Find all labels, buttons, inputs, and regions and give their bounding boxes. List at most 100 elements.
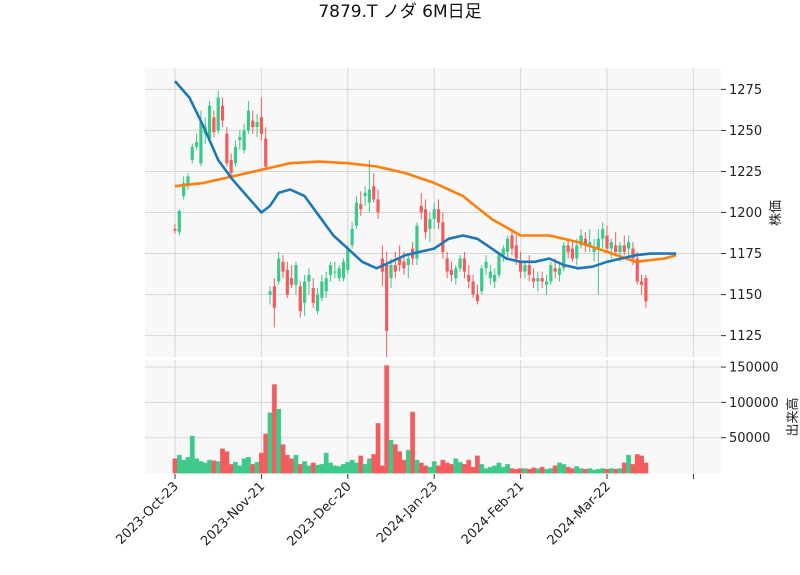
volume-bar	[315, 464, 321, 474]
candle-body	[190, 146, 194, 160]
volume-bar	[617, 468, 623, 474]
candle-body	[333, 271, 337, 273]
candle-body	[618, 245, 622, 252]
volume-bar	[561, 464, 567, 474]
volume-bar	[328, 462, 333, 474]
volume-bar	[509, 468, 515, 474]
ma-blue-line	[174, 80, 677, 270]
candle-body	[605, 235, 609, 249]
candle-body	[419, 205, 423, 213]
date-tick-label: 2023-Oct-23	[113, 479, 181, 547]
candle-body	[432, 209, 436, 220]
volume-bar	[379, 465, 385, 474]
candle-body	[445, 258, 449, 272]
price-tick-label: 1125	[729, 329, 762, 344]
candle-body	[398, 258, 402, 266]
volume-bar	[427, 466, 433, 474]
volume-bar	[241, 458, 247, 474]
candle-body	[475, 294, 479, 302]
candle-body	[389, 265, 393, 279]
volume-bar	[384, 365, 390, 474]
volume-bar	[237, 465, 243, 474]
volume-bar	[202, 462, 208, 474]
candle-body	[480, 268, 484, 292]
volume-bar	[293, 454, 299, 474]
candle-body	[307, 274, 311, 282]
candle-body	[644, 278, 648, 302]
volume-bar	[211, 460, 217, 474]
candle-body	[294, 265, 298, 285]
candle-body	[186, 176, 190, 187]
volume-bar	[371, 454, 377, 474]
moving-averages	[174, 80, 677, 270]
candle-body	[553, 268, 557, 272]
candle-body	[635, 258, 639, 282]
volume-bar	[643, 462, 649, 474]
volume-bar	[323, 452, 329, 474]
volume-bar	[176, 454, 182, 474]
candle-body	[510, 235, 514, 249]
volume-bar	[263, 433, 269, 474]
candle-body	[346, 248, 350, 270]
candle-body	[268, 291, 272, 295]
candle-body	[220, 105, 225, 121]
volume-bar	[436, 465, 441, 474]
date-tick-label: 2023-Nov-21	[198, 479, 268, 549]
candle-body	[609, 242, 613, 249]
volume-bar	[181, 459, 187, 474]
candle-body	[376, 199, 380, 213]
volume-bar	[600, 468, 606, 474]
volume-bar	[345, 461, 351, 474]
volume-bar	[505, 464, 511, 474]
volume-bar	[513, 468, 519, 474]
price-tick-label: 1200	[729, 206, 762, 221]
candle-body	[212, 117, 216, 133]
candle-body	[406, 258, 410, 266]
volume-bar	[366, 458, 372, 474]
candle-body	[229, 159, 233, 174]
volume-bar	[414, 459, 420, 474]
candle-body	[514, 245, 518, 259]
candle-body	[277, 258, 281, 282]
volume-axis-label: 出来高	[785, 397, 800, 436]
candle-body	[557, 268, 562, 275]
candle-body	[303, 281, 307, 303]
price-tick-label: 1225	[729, 165, 762, 180]
candle-body	[536, 278, 540, 282]
volume-bar	[591, 469, 597, 474]
candle-body	[199, 122, 203, 164]
candle-body	[583, 238, 587, 246]
price-tick-label: 1275	[729, 83, 762, 98]
volume-bar	[613, 468, 619, 474]
candle-body	[639, 281, 644, 285]
volume-bar	[401, 459, 407, 474]
candle-body	[251, 120, 255, 128]
volume-bar	[280, 444, 286, 474]
candle-body	[627, 242, 631, 249]
volume-bar	[626, 454, 632, 474]
candle-body	[285, 269, 289, 295]
volume-bar	[595, 468, 601, 474]
volume-bar	[233, 461, 238, 474]
candle-body	[596, 238, 600, 249]
date-tick-label: 2024-Jan-23	[374, 479, 441, 546]
candle-body	[458, 258, 462, 269]
candle-body	[506, 238, 510, 252]
candle-body	[281, 261, 285, 272]
volume-bar	[397, 451, 403, 474]
candle-body	[195, 141, 199, 147]
candle-body	[531, 278, 536, 282]
candle-body	[385, 265, 389, 331]
candle-body	[523, 265, 527, 272]
volume-bar	[388, 440, 394, 474]
volume-bar	[496, 462, 502, 474]
candle-body	[216, 97, 220, 131]
volume-bar	[535, 468, 541, 474]
volume-bar	[531, 467, 537, 474]
candle-body	[173, 228, 177, 231]
volume-bar	[587, 468, 593, 474]
volume-bar	[276, 408, 282, 474]
candle-body	[428, 219, 432, 229]
candle-body	[182, 182, 186, 197]
